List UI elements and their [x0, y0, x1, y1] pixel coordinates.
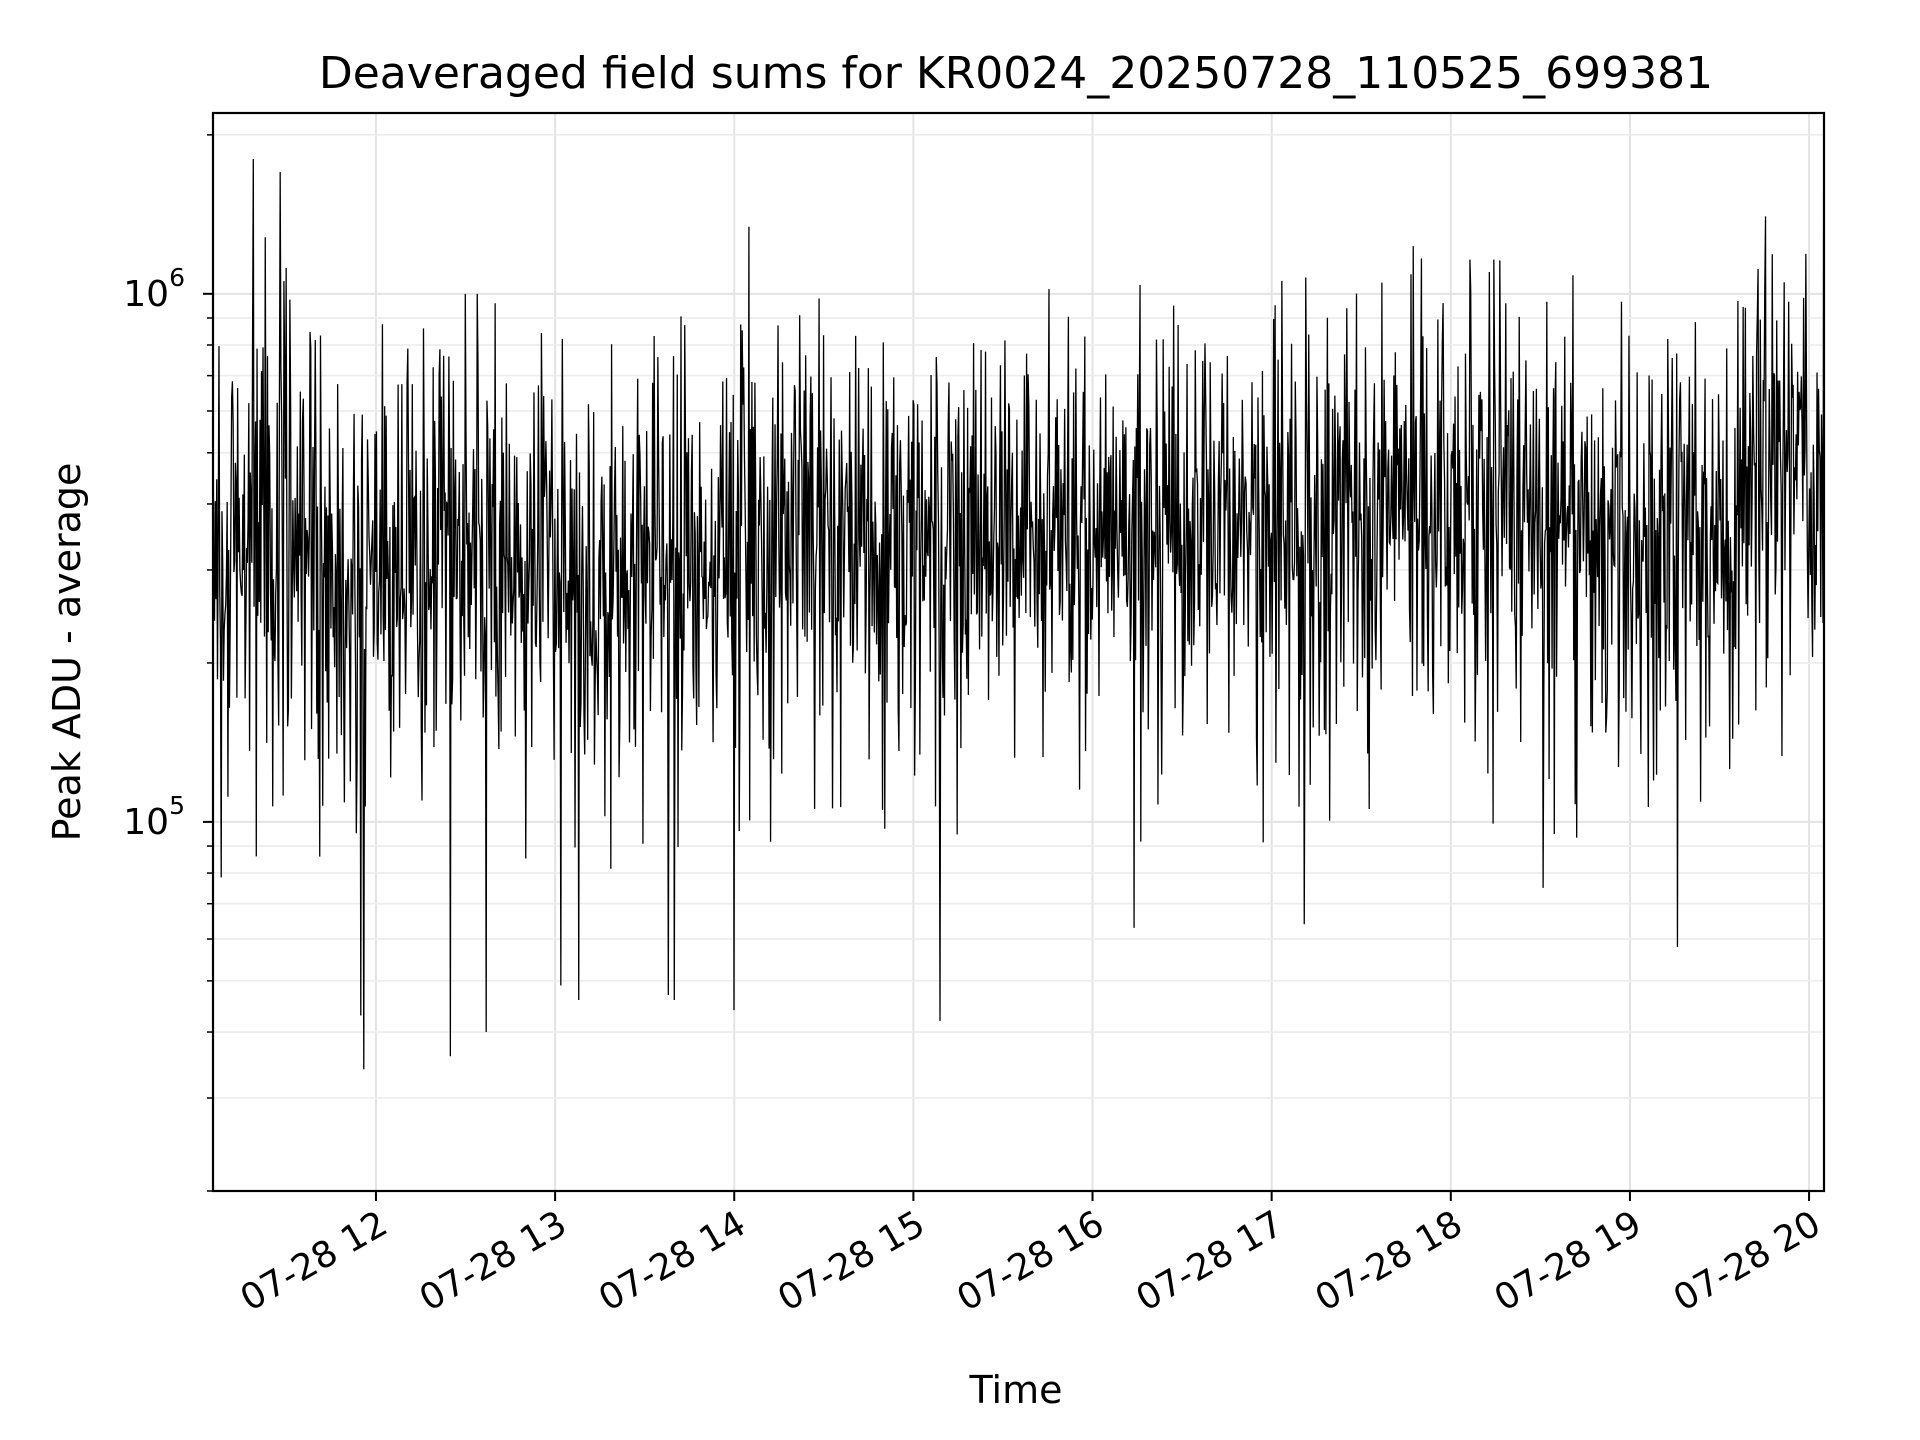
- y-axis-label: Peak ADU - average: [45, 463, 89, 842]
- y-tick-label: 10: [123, 274, 169, 315]
- y-tick-label-exponent: 5: [169, 791, 185, 820]
- x-axis-label: Time: [969, 1368, 1063, 1412]
- y-tick-label: 10: [123, 802, 169, 843]
- series-line: [213, 123, 1824, 1070]
- y-tick-label-exponent: 6: [169, 263, 185, 292]
- plot-area: [213, 123, 1824, 1070]
- plot-frame: [211, 111, 1826, 1193]
- chart-title: Deaveraged field sums for KR0024_2025072…: [319, 48, 1713, 99]
